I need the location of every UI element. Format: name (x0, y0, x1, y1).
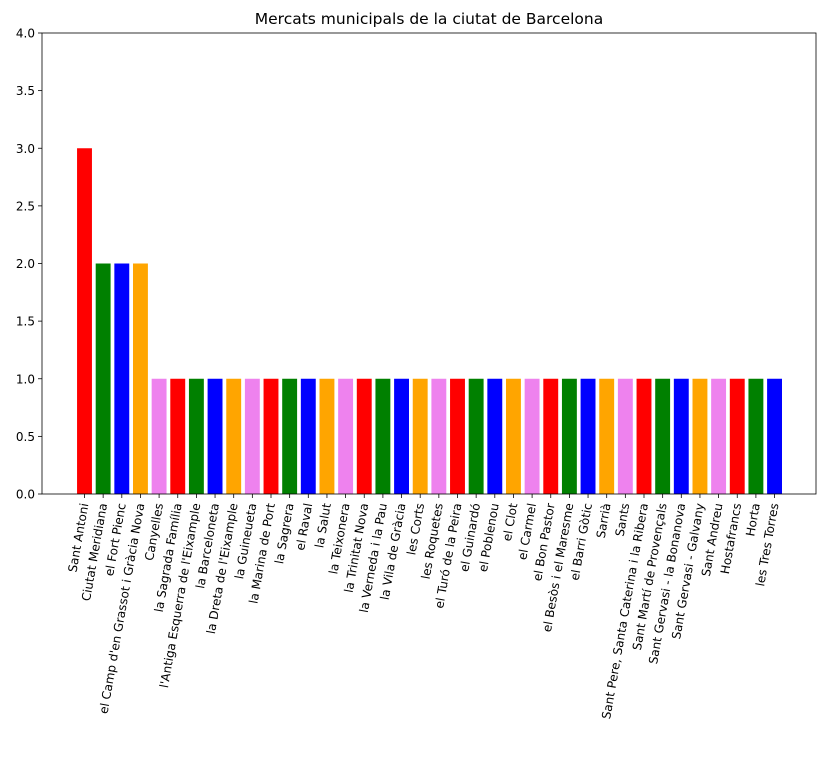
bar (338, 378, 354, 494)
bar (655, 378, 671, 494)
bar (133, 263, 148, 494)
y-tick-label: 2.0 (16, 257, 35, 271)
y-tick-label: 1.0 (16, 372, 35, 386)
y-axis: 0.0 0.5 1.0 1.5 2.0 2.5 3.0 3.5 4.0 (16, 27, 42, 502)
bar (599, 378, 615, 494)
bar (487, 378, 503, 494)
y-tick-label: 2.5 (16, 199, 35, 213)
bar (673, 378, 689, 494)
bar (300, 378, 316, 494)
chart-title: Mercats municipals de la ciutat de Barce… (255, 10, 603, 28)
bar (319, 378, 335, 494)
bar (748, 378, 764, 494)
x-tick-label: Sarrià (594, 502, 614, 539)
bars-group (77, 148, 782, 494)
x-tick-label: Sants (613, 502, 633, 537)
bar (506, 378, 521, 494)
bar (561, 378, 577, 494)
plot-frame (41, 32, 817, 495)
bar (692, 378, 708, 494)
x-tick-label: la Salut (312, 502, 334, 549)
y-tick-label: 3.5 (16, 84, 35, 98)
bar (431, 378, 447, 494)
bar (580, 378, 596, 494)
bar (729, 378, 745, 494)
bar (114, 263, 130, 494)
y-tick-label: 0.0 (16, 488, 35, 502)
x-tick-label: Horta (743, 502, 763, 537)
bar (170, 378, 186, 494)
bar (244, 378, 260, 494)
bar (77, 148, 92, 494)
bar (356, 378, 372, 494)
bar (263, 378, 279, 494)
y-tick-label: 1.5 (16, 315, 35, 329)
y-tick-label: 4.0 (16, 27, 35, 41)
y-tick-label: 3.0 (16, 142, 35, 156)
bar (412, 378, 428, 494)
bar (282, 378, 298, 494)
x-tick-label: el Clot (500, 502, 520, 542)
bar (636, 378, 652, 494)
bar (375, 378, 391, 494)
bar (188, 378, 204, 494)
bar (617, 378, 633, 494)
bar (524, 378, 540, 494)
bar (394, 378, 409, 494)
bar (151, 378, 167, 494)
bar (711, 378, 727, 494)
bar (767, 378, 782, 494)
bar (207, 378, 223, 494)
bar (543, 378, 559, 494)
bar (226, 378, 242, 494)
bar (468, 378, 484, 494)
bar (95, 263, 111, 494)
bar (450, 378, 465, 494)
y-tick-label: 0.5 (16, 430, 35, 444)
